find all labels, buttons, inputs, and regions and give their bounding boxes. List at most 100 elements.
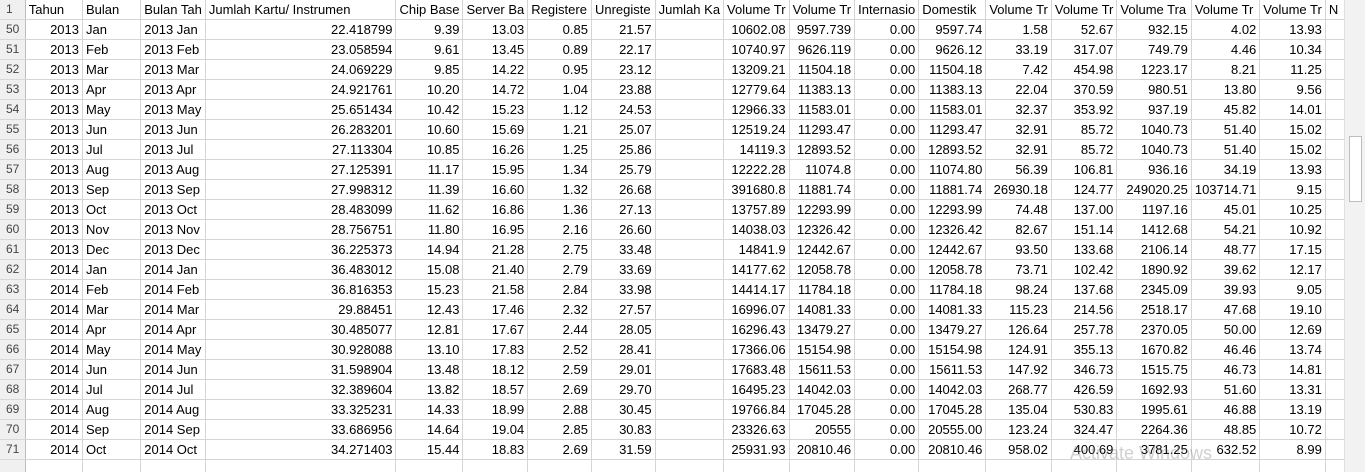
cell[interactable] [655, 59, 725, 80]
cell[interactable] [655, 99, 725, 120]
cell[interactable]: 1515.75 [1116, 359, 1192, 380]
cell[interactable]: 10.25 [1259, 199, 1326, 220]
cell[interactable]: 0.85 [527, 19, 592, 40]
cell[interactable]: 17045.28 [918, 399, 987, 420]
cell[interactable]: 106.81 [1051, 159, 1118, 180]
cell[interactable]: 13.80 [1191, 79, 1261, 100]
cell[interactable]: 17.67 [462, 319, 529, 340]
cell[interactable] [655, 19, 725, 40]
cell[interactable] [1325, 219, 1345, 240]
row-number[interactable]: 56 [0, 139, 26, 160]
cell[interactable]: 98.24 [985, 279, 1052, 300]
cell[interactable]: 0.00 [854, 299, 920, 320]
cell[interactable]: 33.325231 [205, 399, 397, 420]
cell[interactable]: 13.10 [395, 339, 464, 360]
cell[interactable]: 14.01 [1259, 99, 1326, 120]
cell[interactable]: 1.04 [527, 79, 592, 100]
cell[interactable]: 39.62 [1191, 259, 1261, 280]
cell[interactable]: 0.00 [854, 179, 920, 200]
cell[interactable]: 0.00 [854, 19, 920, 40]
cell[interactable] [1325, 379, 1345, 400]
cell[interactable]: 12519.24 [723, 119, 790, 140]
cell[interactable]: Aug [82, 399, 142, 420]
cell[interactable]: 12326.42 [789, 219, 856, 240]
cell[interactable]: 15.44 [395, 439, 464, 460]
cell[interactable]: 26.68 [591, 179, 656, 200]
cell[interactable] [1325, 439, 1345, 460]
cell[interactable]: 74.48 [985, 199, 1052, 220]
cell[interactable]: 11881.74 [789, 179, 856, 200]
column-header-cell[interactable]: Volume Tr [1191, 0, 1261, 20]
cell[interactable] [1325, 79, 1345, 100]
cell[interactable]: 1223.17 [1116, 59, 1192, 80]
cell[interactable] [1325, 299, 1345, 320]
cell[interactable]: 1.34 [527, 159, 592, 180]
cell[interactable]: 0.00 [854, 359, 920, 380]
cell[interactable]: 2013 Mar [140, 59, 206, 80]
row-number[interactable]: 52 [0, 59, 26, 80]
cell[interactable]: 1.36 [527, 199, 592, 220]
cell[interactable]: 2013 Jan [140, 19, 206, 40]
cell[interactable] [1325, 39, 1345, 60]
row-number[interactable]: 59 [0, 199, 26, 220]
cell[interactable]: 2013 [25, 99, 84, 120]
cell[interactable]: 11293.47 [918, 119, 987, 140]
cell[interactable]: 12442.67 [918, 239, 987, 260]
cell[interactable]: 13.48 [395, 359, 464, 380]
cell[interactable]: 2106.14 [1116, 239, 1192, 260]
cell[interactable]: 103714.71 [1191, 179, 1261, 200]
cell[interactable]: 11383.13 [789, 79, 856, 100]
cell[interactable]: 12.43 [395, 299, 464, 320]
cell[interactable]: 0.95 [527, 59, 592, 80]
cell[interactable]: 2013 Nov [140, 219, 206, 240]
cell[interactable] [1325, 59, 1345, 80]
cell[interactable]: 2014 May [140, 339, 206, 360]
cell[interactable]: 10.20 [395, 79, 464, 100]
cell[interactable]: 2014 [25, 299, 84, 320]
cell[interactable] [655, 79, 725, 100]
cell[interactable] [854, 459, 920, 472]
cell[interactable]: 14081.33 [918, 299, 987, 320]
cell[interactable]: 17045.28 [789, 399, 856, 420]
cell[interactable]: 12779.64 [723, 79, 790, 100]
cell[interactable]: 14119.3 [723, 139, 790, 160]
cell[interactable]: 73.71 [985, 259, 1052, 280]
cell[interactable]: 14.22 [462, 59, 529, 80]
cell[interactable] [655, 219, 725, 240]
cell[interactable]: 33.48 [591, 239, 656, 260]
cell[interactable]: Jul [82, 139, 142, 160]
column-header-cell[interactable]: Tahun [25, 0, 84, 20]
column-header-cell[interactable]: N [1325, 0, 1345, 20]
cell[interactable]: 2013 [25, 199, 84, 220]
vertical-scrollbar[interactable] [1344, 0, 1365, 472]
cell[interactable] [655, 339, 725, 360]
cell[interactable] [655, 199, 725, 220]
cell[interactable]: 2370.05 [1116, 319, 1192, 340]
cell[interactable]: 10740.97 [723, 39, 790, 60]
cell[interactable]: 1.21 [527, 119, 592, 140]
cell[interactable]: Apr [82, 319, 142, 340]
cell[interactable] [1325, 399, 1345, 420]
cell[interactable]: 16.95 [462, 219, 529, 240]
cell[interactable]: 10.85 [395, 139, 464, 160]
column-header-cell[interactable]: Domestik [918, 0, 987, 20]
cell[interactable]: 26.283201 [205, 119, 397, 140]
cell[interactable]: Jun [82, 359, 142, 380]
cell[interactable] [1325, 119, 1345, 140]
column-header-cell[interactable]: Chip Base [395, 0, 464, 20]
cell[interactable]: 22.17 [591, 39, 656, 60]
cell[interactable]: 2.32 [527, 299, 592, 320]
cell[interactable]: 10.42 [395, 99, 464, 120]
cell[interactable]: 2013 May [140, 99, 206, 120]
cell[interactable]: 2013 [25, 159, 84, 180]
cell[interactable]: 27.113304 [205, 139, 397, 160]
cell[interactable]: 958.02 [985, 439, 1052, 460]
cell[interactable]: 21.58 [462, 279, 529, 300]
cell[interactable]: 1670.82 [1116, 339, 1192, 360]
cell[interactable]: 4.02 [1191, 19, 1261, 40]
cell[interactable] [1191, 459, 1261, 472]
cell[interactable]: 257.78 [1051, 319, 1118, 340]
cell[interactable]: 346.73 [1051, 359, 1118, 380]
row-number[interactable]: 64 [0, 299, 26, 320]
cell[interactable]: 13.82 [395, 379, 464, 400]
